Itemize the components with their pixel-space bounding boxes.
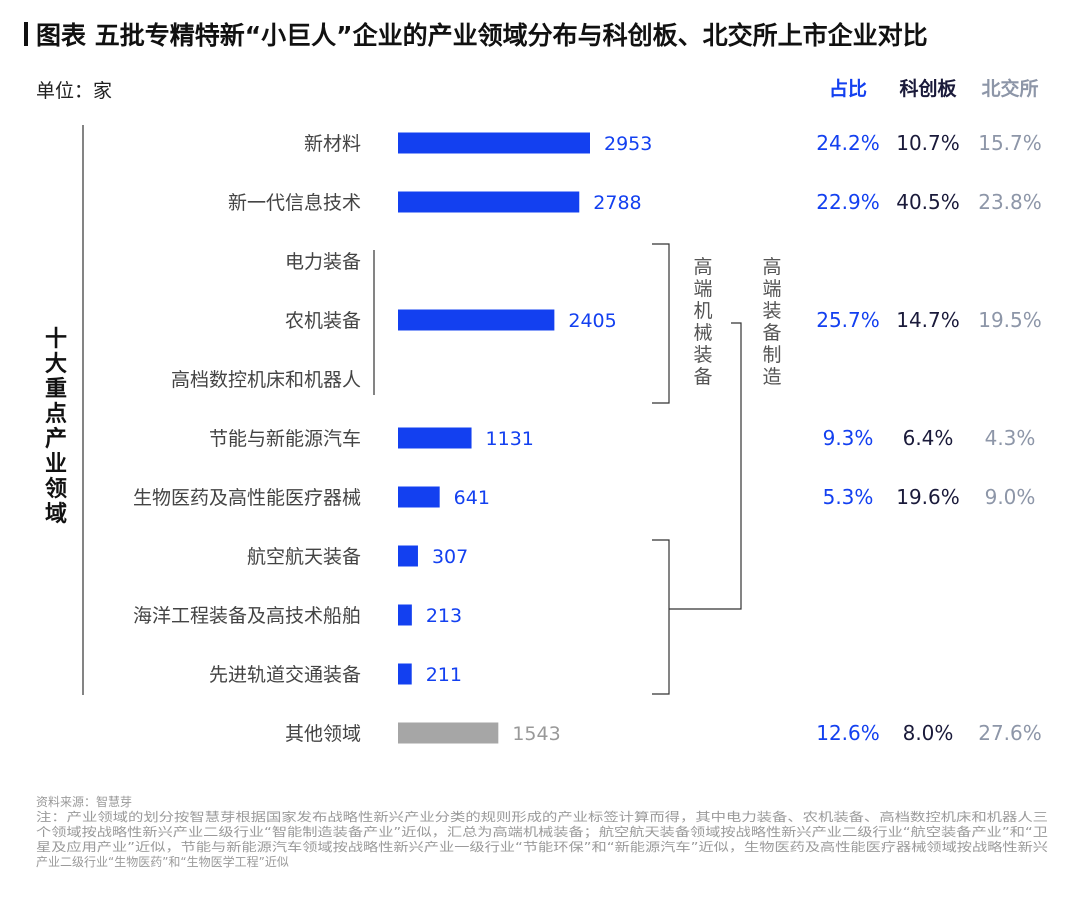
bar (398, 191, 580, 213)
bar-value-label: 2953 (604, 133, 652, 155)
category-label: 海洋工程装备及高技术船舶 (133, 605, 361, 627)
bar (398, 722, 499, 744)
bar-value-label: 2788 (593, 192, 641, 214)
category-label: 电力装备 (285, 251, 361, 273)
share-value: 25.7% (816, 308, 880, 332)
note-line: 注：产业领域的划分按智慧芽根据国家发布战略性新兴产业分类的规则形成的产业标签计算… (36, 809, 1048, 824)
star-market-value: 8.0% (903, 721, 954, 745)
bar (398, 132, 590, 154)
share-value: 9.3% (823, 426, 874, 450)
bse-value: 23.8% (978, 190, 1042, 214)
bar (398, 427, 472, 449)
bar-value-label: 1131 (486, 428, 534, 450)
star-market-value: 19.6% (896, 485, 960, 509)
share-value: 22.9% (816, 190, 880, 214)
share-value: 24.2% (816, 131, 880, 155)
y-axis-label: 十大重点产业领域 (45, 327, 67, 527)
equipment-group-label: 高端装备制造 (762, 256, 781, 388)
equipment-group-bracket (669, 322, 742, 610)
bar (398, 309, 555, 331)
star-market-value: 10.7% (896, 131, 960, 155)
category-label: 生物医药及高性能医疗器械 (133, 487, 361, 509)
note-line: 产业二级行业“生物医药”和“生物医学工程”近似 (36, 854, 289, 869)
header-share: 占比 (829, 77, 867, 100)
bar-value-label: 641 (454, 487, 490, 509)
bar (398, 486, 440, 508)
bar-value-label: 307 (432, 546, 468, 568)
category-label: 节能与新能源汽车 (209, 428, 361, 450)
category-label: 航空航天装备 (247, 546, 361, 568)
unit-label: 单位：家 (36, 80, 112, 102)
chart-title: 图表 五批专精特新“小巨人”企业的产业领域分布与科创板、北交所上市企业对比 (36, 21, 928, 50)
share-value: 5.3% (823, 485, 874, 509)
star-market-value: 40.5% (896, 190, 960, 214)
category-label: 先进轨道交通装备 (209, 664, 361, 686)
header-bse: 北交所 (981, 77, 1038, 100)
bar (398, 663, 412, 685)
bar (398, 545, 418, 567)
category-label: 新一代信息技术 (228, 192, 361, 214)
chart-rows: 新材料 2953 24.2% 10.7% 15.7% 新一代信息技术 2788 22.9% 40… (133, 131, 1042, 745)
equipment-sub-bracket (652, 539, 670, 695)
bse-value: 15.7% (978, 131, 1042, 155)
bar-value-label: 1543 (512, 723, 560, 745)
note-line: 星及应用产业”近似，节能与新能源汽车领域按战略性新兴产业一级行业“节能环保”和“… (36, 839, 1048, 854)
note-line: 资料来源：智慧芽 (36, 794, 132, 809)
star-market-value: 14.7% (896, 308, 960, 332)
bar-value-label: 2405 (568, 310, 616, 332)
category-label: 农机装备 (285, 310, 361, 332)
machinery-group-bracket (652, 243, 670, 404)
bse-value: 4.3% (985, 426, 1036, 450)
category-label: 新材料 (304, 133, 361, 155)
share-value: 12.6% (816, 721, 880, 745)
star-market-value: 6.4% (903, 426, 954, 450)
category-label: 高档数控机床和机器人 (171, 369, 361, 391)
bse-value: 27.6% (978, 721, 1042, 745)
category-label: 其他领域 (285, 723, 361, 745)
note-line: 个领域按战略性新兴产业二级行业“智能制造装备产业”近似，汇总为高端机械装备；航空… (36, 824, 1048, 839)
bar (398, 604, 412, 626)
machinery-group-label: 高端机械装备 (693, 256, 712, 388)
bar-value-label: 213 (426, 605, 462, 627)
bar-value-label: 211 (426, 664, 462, 686)
bse-value: 19.5% (978, 308, 1042, 332)
title-marker (24, 22, 28, 46)
header-star-market: 科创板 (899, 77, 957, 100)
bse-value: 9.0% (985, 485, 1036, 509)
source-note: 资料来源：智慧芽注：产业领域的划分按智慧芽根据国家发布战略性新兴产业分类的规则形… (36, 794, 1048, 869)
